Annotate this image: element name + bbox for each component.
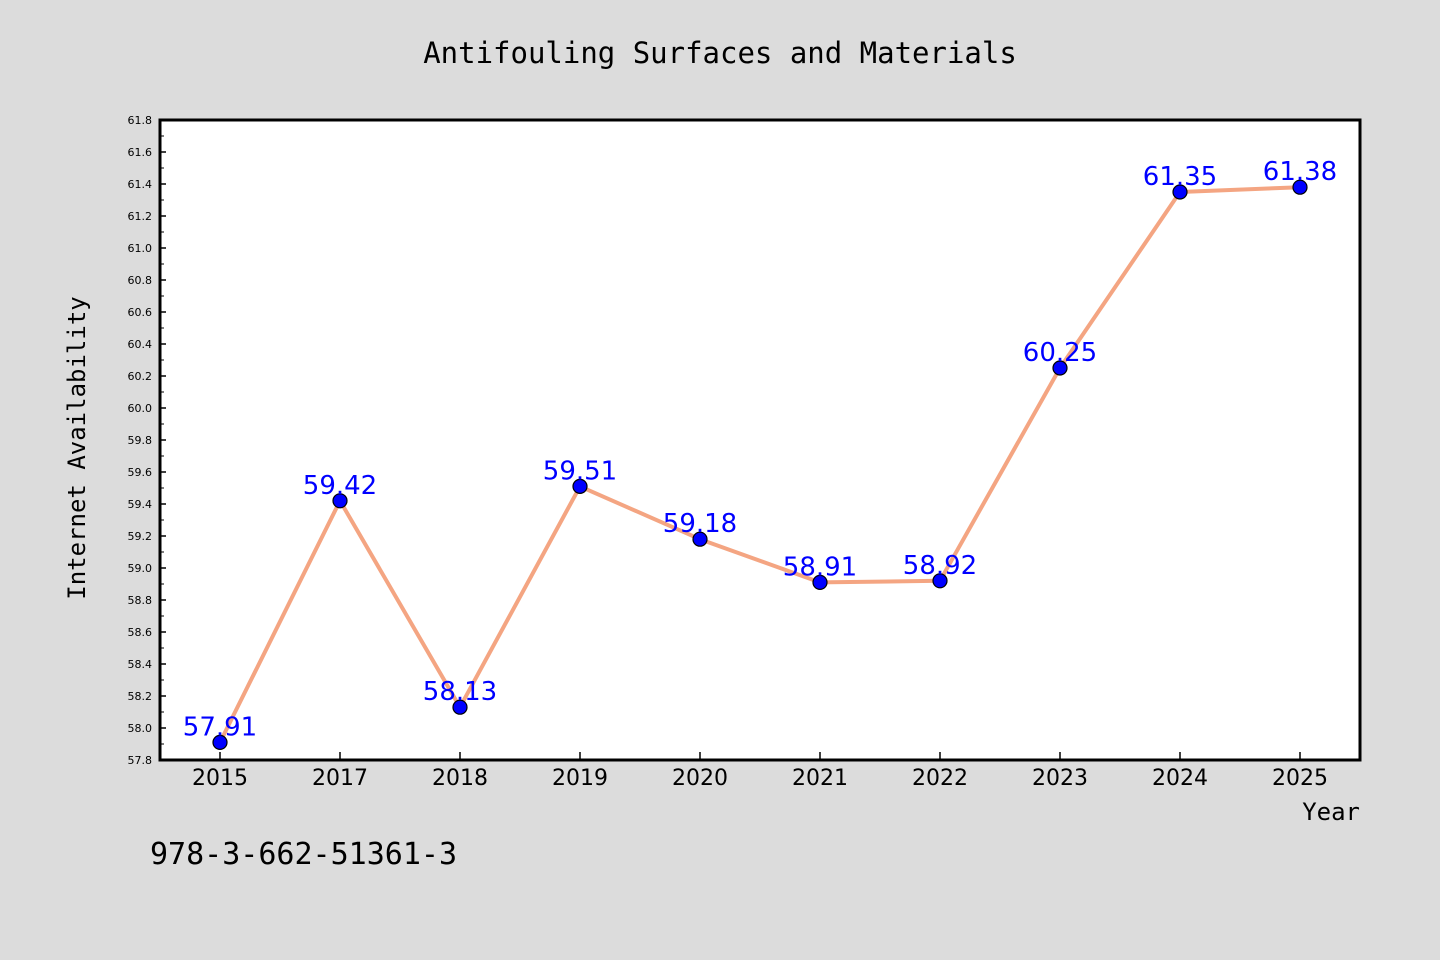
y-tick-label: 60.6 — [128, 306, 153, 319]
series-marker — [932, 573, 948, 589]
data-label: 60.25 — [1023, 338, 1097, 368]
x-tick-label: 2023 — [1032, 766, 1088, 791]
footer-code: 978-3-662-51361-3 — [150, 837, 457, 872]
series-layer — [218, 185, 1302, 745]
series-marker — [1172, 184, 1188, 200]
y-tick-label: 58.8 — [128, 594, 153, 607]
data-label: 57.91 — [183, 712, 257, 742]
y-tick-label: 61.2 — [128, 210, 153, 223]
y-tick-label: 60.0 — [128, 402, 153, 415]
data-label: 59.42 — [303, 471, 377, 501]
y-axis-label: Internet Availability — [63, 296, 91, 599]
series-marker — [452, 699, 468, 715]
series-marker — [1052, 360, 1068, 376]
series-line — [218, 185, 1302, 745]
series-marker — [1292, 179, 1308, 195]
y-tick-label: 59.4 — [128, 498, 153, 511]
data-label-layer: 57.91 59.42 58.13 59.51 59.18 58.91 58.92 60.25… — [183, 157, 1337, 742]
y-tick-label: 60.4 — [128, 338, 153, 351]
chart-title: Antifouling Surfaces and Materials — [423, 36, 1017, 70]
marker-layer — [212, 179, 1308, 751]
x-tick-label: 2018 — [432, 766, 488, 791]
x-tick-label: 2025 — [1272, 766, 1328, 791]
series-marker — [212, 734, 228, 751]
y-tick-label: 59.0 — [128, 562, 153, 575]
y-axis-ticks — [160, 119, 166, 761]
data-label: 58.13 — [423, 677, 497, 707]
data-label: 59.51 — [543, 456, 617, 486]
x-axis-label: Year — [1302, 798, 1360, 826]
x-axis-tick-labels: 2015 2017 2018 2019 2020 2021 2022 2023 2024 2025 — [192, 766, 1328, 791]
y-tick-label: 59.2 — [128, 530, 153, 543]
x-tick-label: 2024 — [1152, 766, 1208, 791]
series-marker — [332, 493, 348, 509]
series-marker — [572, 478, 588, 494]
data-label: 58.92 — [903, 551, 977, 581]
y-tick-label: 61.6 — [128, 146, 153, 159]
series-marker — [812, 574, 828, 591]
y-tick-label: 58.2 — [128, 690, 153, 703]
x-tick-label: 2020 — [672, 766, 728, 791]
y-tick-label: 61.0 — [128, 242, 153, 255]
y-tick-label: 60.8 — [128, 274, 153, 287]
y-tick-label: 58.0 — [128, 722, 153, 735]
y-axis-tick-labels: 57.8 58.0 58.2 58.4 58.6 58.8 59.0 59.2 59.4 59.6… — [128, 114, 153, 767]
y-tick-label: 57.8 — [128, 754, 153, 767]
data-label: 59.18 — [663, 509, 737, 539]
data-label: 61.38 — [1263, 157, 1337, 187]
x-tick-label: 2021 — [792, 766, 848, 791]
data-label: 61.35 — [1143, 162, 1217, 192]
data-label: 58.91 — [783, 552, 857, 582]
y-tick-label: 58.6 — [128, 626, 153, 639]
series-marker — [692, 531, 708, 547]
x-tick-label: 2017 — [312, 766, 368, 791]
y-tick-label: 61.4 — [128, 178, 153, 191]
y-tick-label: 60.2 — [128, 370, 153, 383]
y-tick-label: 61.8 — [128, 114, 153, 127]
x-tick-label: 2022 — [912, 766, 968, 791]
x-axis-ticks — [219, 752, 1301, 760]
x-tick-label: 2019 — [552, 766, 608, 791]
y-tick-label: 59.8 — [128, 434, 153, 447]
x-tick-label: 2015 — [192, 766, 248, 791]
y-tick-label: 59.6 — [128, 466, 153, 479]
y-tick-label: 58.4 — [128, 658, 153, 671]
plot-area — [158, 118, 1362, 762]
